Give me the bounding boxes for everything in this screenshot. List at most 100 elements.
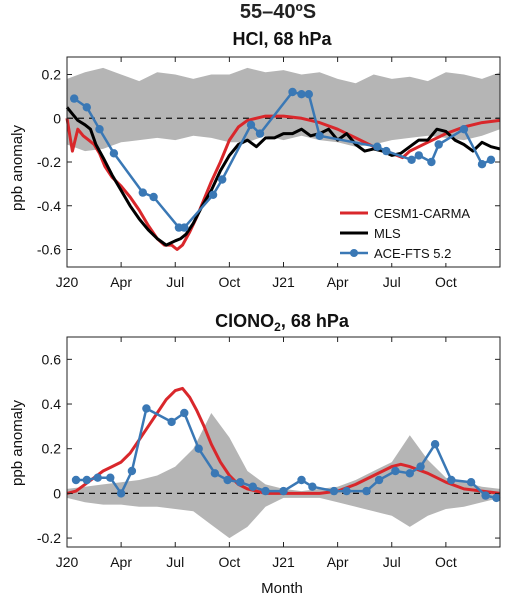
hcl-point-ace-fts-5-2 (208, 190, 218, 199)
clono2-point-ace-fts-5-2 (116, 489, 126, 498)
clono2-point-ace-fts-5-2 (308, 482, 317, 491)
clono2-x-tick-label: Apr (327, 554, 349, 570)
clono2-series (66, 386, 501, 503)
clono2-point-ace-fts-5-2 (261, 486, 270, 496)
clono2-point-ace-fts-5-2 (71, 475, 81, 485)
hcl-point-ace-fts-5-2 (477, 160, 487, 169)
hcl-panel: HCl, 68 hPa -0.6 -0.4 -0.2 0 0.2 J20 Apr Jul Oc… (9, 29, 501, 290)
hcl-point-ace-fts-5-2 (315, 131, 324, 140)
clono2-point-ace-fts-5-2 (329, 486, 339, 496)
hcl-y-tick-label: -0.2 (37, 154, 61, 170)
figure-suptitle: 55–40ºS (240, 1, 316, 23)
clono2-point-ace-fts-5-2 (93, 473, 102, 482)
clono2-y-axis-label: ppb anomaly (9, 400, 26, 486)
clono2-point-ace-fts-5-2 (248, 482, 257, 491)
hcl-point-ace-fts-5-2 (70, 94, 79, 103)
clono2-title: ClONO2, 68 hPa (215, 311, 350, 334)
hcl-title: HCl, 68 hPa (232, 29, 332, 49)
clono2-y-tick-label: -0.2 (37, 530, 61, 546)
hcl-point-ace-fts-5-2 (180, 223, 189, 232)
clono2-point-ace-fts-5-2 (167, 417, 176, 427)
clono2-x-tick-label: Jul (383, 554, 401, 570)
clono2-point-ace-fts-5-2 (279, 486, 288, 496)
clono2-x-tick-label: Apr (110, 554, 132, 570)
clono2-point-ace-fts-5-2 (297, 475, 306, 485)
hcl-x-tick-label: Apr (327, 274, 349, 290)
hcl-x-ticks: J20 Apr Jul Oct J21 Apr Jul Oct (56, 57, 457, 290)
hcl-point-ace-fts-5-2 (95, 125, 104, 134)
legend-label-cesm: CESM1-CARMA (374, 206, 470, 221)
clono2-point-ace-fts-5-2 (447, 475, 456, 485)
hcl-y-tick-label: -0.4 (37, 198, 61, 214)
legend-marker-ace (350, 249, 358, 257)
clono2-point-ace-fts-5-2 (194, 444, 203, 453)
clono2-point-ace-fts-5-2 (180, 408, 189, 418)
clono2-point-ace-fts-5-2 (82, 475, 92, 485)
hcl-y-tick-label: -0.6 (37, 242, 61, 258)
clono2-x-tick-label: Jul (166, 554, 184, 570)
hcl-series-mls (65, 106, 501, 247)
hcl-envelope (67, 67, 500, 152)
clono2-x-tick-label: J20 (56, 554, 79, 570)
clono2-x-tick-label: J21 (272, 554, 295, 570)
hcl-point-ace-fts-5-2 (304, 90, 313, 99)
clono2-envelope (67, 413, 500, 539)
clono2-point-ace-fts-5-2 (416, 462, 425, 471)
clono2-x-tick-label: Oct (435, 554, 457, 570)
clono2-point-ace-fts-5-2 (223, 475, 232, 485)
clono2-panel: ClONO2, 68 hPa -0.2 0 0.2 0.4 0.6 J20 Apr Jul O… (9, 311, 501, 570)
hcl-y-ticks: -0.6 -0.4 -0.2 0 0.2 (37, 67, 500, 258)
clono2-point-ace-fts-5-2 (342, 486, 351, 496)
clono2-point-ace-fts-5-2 (374, 475, 384, 485)
hcl-x-tick-label: Jul (166, 274, 184, 290)
hcl-point-ace-fts-5-2 (414, 151, 423, 160)
clono2-point-ace-fts-5-2 (391, 466, 400, 476)
clono2-point-ace-fts-5-2 (492, 493, 501, 503)
hcl-point-ace-fts-5-2 (149, 192, 158, 202)
hcl-y-tick-label: 0.2 (42, 67, 62, 83)
clono2-point-ace-fts-5-2 (210, 469, 220, 478)
hcl-point-ace-fts-5-2 (407, 155, 416, 164)
hcl-series (65, 87, 501, 251)
clono2-point-ace-fts-5-2 (430, 440, 440, 449)
clono2-point-ace-fts-5-2 (127, 466, 137, 476)
legend-label-mls: MLS (374, 226, 401, 241)
hcl-x-tick-label: Oct (435, 274, 457, 290)
clono2-point-ace-fts-5-2 (236, 478, 245, 487)
hcl-x-tick-label: Jul (383, 274, 401, 290)
hcl-point-ace-fts-5-2 (218, 175, 227, 184)
clono2-envelope-area (67, 413, 500, 539)
x-axis-label: Month (261, 580, 303, 597)
clono2-point-ace-fts-5-2 (106, 473, 115, 482)
hcl-point-ace-fts-5-2 (373, 142, 382, 151)
clono2-x-ticks: J20 Apr Jul Oct J21 Apr Jul Oct (56, 337, 457, 570)
hcl-x-tick-label: J20 (56, 274, 79, 290)
hcl-point-ace-fts-5-2 (459, 125, 469, 134)
hcl-point-ace-fts-5-2 (434, 140, 443, 149)
clono2-y-tick-label: 0 (53, 485, 61, 501)
hcl-x-tick-label: Oct (218, 274, 240, 290)
hcl-point-ace-fts-5-2 (109, 149, 119, 158)
hcl-point-ace-fts-5-2 (138, 188, 147, 197)
clono2-x-tick-label: Oct (218, 554, 240, 570)
legend-label-ace: ACE-FTS 5.2 (374, 246, 451, 261)
clono2-point-ace-fts-5-2 (362, 486, 371, 496)
clono2-y-ticks: -0.2 0 0.2 0.4 0.6 (37, 351, 500, 546)
hcl-point-ace-fts-5-2 (288, 87, 297, 97)
clono2-y-tick-label: 0.2 (42, 441, 62, 457)
clono2-series-cesm1-carma (66, 386, 501, 495)
hcl-point-ace-fts-5-2 (255, 129, 265, 138)
clono2-y-tick-label: 0.6 (42, 351, 62, 367)
hcl-y-axis-label: ppb anomaly (9, 125, 26, 211)
hcl-point-ace-fts-5-2 (82, 103, 92, 112)
hcl-point-ace-fts-5-2 (427, 157, 436, 167)
clono2-point-ace-fts-5-2 (405, 469, 414, 478)
clono2-point-ace-fts-5-2 (466, 478, 476, 487)
legend: CESM1-CARMA MLS ACE-FTS 5.2 (333, 203, 473, 263)
hcl-x-tick-label: Apr (110, 274, 132, 290)
hcl-point-ace-fts-5-2 (486, 155, 496, 164)
clono2-point-ace-fts-5-2 (142, 404, 151, 413)
hcl-x-tick-label: J21 (272, 274, 295, 290)
hcl-point-ace-fts-5-2 (246, 120, 256, 129)
